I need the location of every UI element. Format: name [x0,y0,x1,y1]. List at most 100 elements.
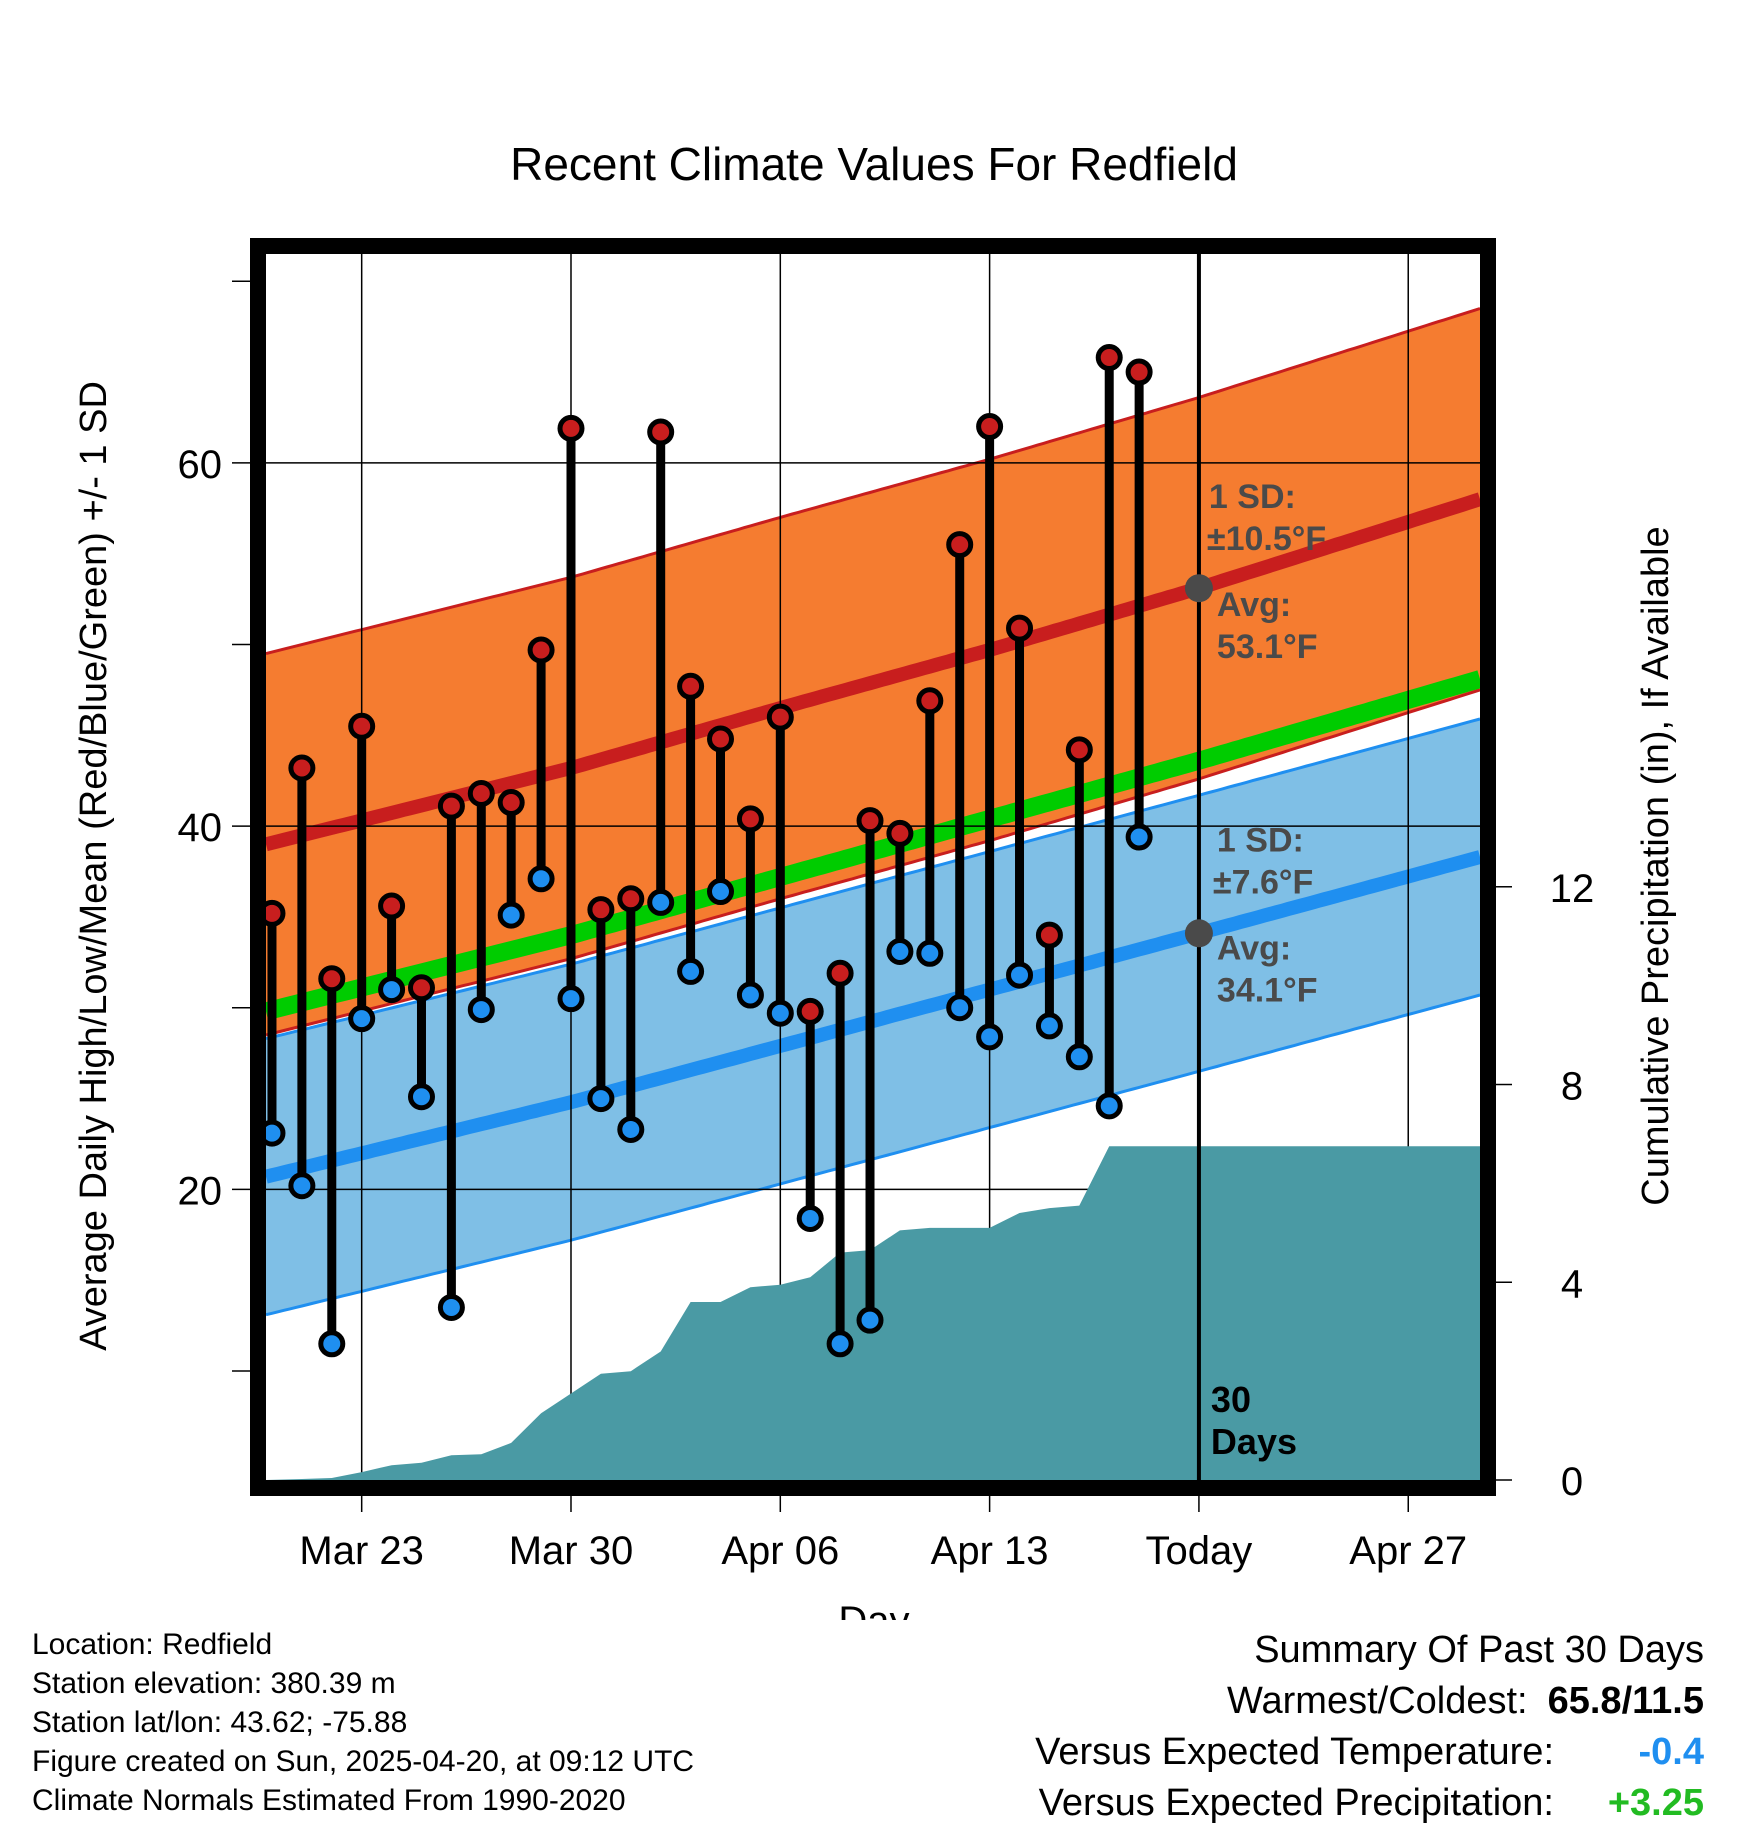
daily-low-point [587,1085,615,1113]
high-sd-upper-line [265,307,1481,656]
daily-observation [766,703,794,1027]
daily-observation [348,712,376,1033]
daily-observations [258,344,1153,1358]
daily-observation [1006,614,1034,989]
axes: 20 40 60 0 4 8 12 Mar 23 Mar 30 Apr 06 Apr 13 Today… [178,238,1594,1573]
summary-warm-cold-row: Warmest/Coldest: 65.8/11.5 [1035,1676,1704,1727]
daily-low-point [1065,1043,1093,1071]
daily-observation [647,418,675,916]
daily-high-point [916,687,944,715]
daily-observation [736,805,764,1009]
daily-low-point [916,939,944,967]
daily-low-point [557,985,585,1013]
summary-panel: Summary Of Past 30 Days Warmest/Coldest:… [1035,1625,1704,1829]
daily-high-point [348,712,376,740]
daily-low-point [1035,1012,1063,1040]
daily-high-point [736,805,764,833]
daily-high-point [467,779,495,807]
daily-high-point [1035,921,1063,949]
daily-observation [617,885,645,1143]
daily-low-point [467,996,495,1024]
daily-observation [407,974,435,1111]
climate-chart: Recent Climate Values For Redfield 1 SD:… [73,138,1677,1620]
x-axis-label: Day [838,1599,909,1620]
daily-observation [527,636,555,893]
daily-high-point [1095,344,1123,372]
station-info: Location: Redfield Station elevation: 38… [32,1625,694,1820]
daily-high-point [766,703,794,731]
summary-temp-row: Versus Expected Temperature: -0.4 [1035,1727,1704,1778]
info-elevation: Station elevation: 380.39 m [32,1667,396,1700]
daily-low-point [617,1115,645,1143]
daily-observation [437,792,465,1321]
annotations: 1 SD: ±10.5°F Avg: 53.1°F 1 SD: ±7.6°F Avg: 34.… [1184,478,1326,1462]
daily-observation [1125,358,1153,851]
daily-high-point [557,414,585,442]
daily-high-point [1065,736,1093,764]
summary-temp-value: -0.4 [1638,1731,1704,1773]
daily-low-point [1095,1092,1123,1120]
daily-observation [826,959,854,1358]
daily-low-point [766,999,794,1027]
daily-low-point [736,981,764,1009]
high-avg-label: Avg: [1217,586,1291,624]
daily-high-point [647,418,675,446]
daily-low-point [378,976,406,1004]
daily-low-point [976,1023,1004,1051]
high-avg-value: 53.1°F [1217,628,1318,666]
daily-observation [886,819,914,965]
daily-observation [976,413,1004,1051]
high-sd-label: 1 SD: [1209,478,1296,516]
daily-high-point [707,725,735,753]
info-created: Figure created on Sun, 2025-04-20, at 09… [32,1745,695,1778]
daily-high-point [378,892,406,920]
daily-high-point [1006,614,1034,642]
summary-temp-label: Versus Expected Temperature: [1035,1731,1554,1773]
y-right-tick-label: 4 [1561,1262,1583,1306]
daily-high-point [288,754,316,782]
y-right-tick-label: 8 [1561,1065,1583,1109]
daily-low-point [1006,961,1034,989]
x-tick-label: Mar 30 [509,1529,634,1573]
low-avg-marker [1184,919,1213,948]
daily-high-point [318,965,346,993]
daily-high-point [976,413,1004,441]
y-right-tick-label: 0 [1561,1460,1583,1504]
daily-low-point [707,878,735,906]
daily-low-point [527,865,555,893]
daily-high-point [796,997,824,1025]
daily-low-point [497,901,525,929]
daily-high-point [677,672,705,700]
daily-high-point [1125,358,1153,386]
summary-precip-row: Versus Expected Precipitation: +3.25 [1035,1778,1704,1829]
summary-precip-value: +3.25 [1607,1782,1704,1824]
chart-title: Recent Climate Values For Redfield [510,138,1238,190]
daily-low-point [318,1330,346,1358]
daily-observation [707,725,735,906]
info-latlon: Station lat/lon: 43.62; -75.88 [32,1706,408,1739]
summary-title: Summary Of Past 30 Days [1254,1629,1704,1671]
low-avg-value: 34.1°F [1217,971,1318,1009]
x-tick-label: Apr 13 [931,1529,1049,1573]
daily-observation [1095,344,1123,1120]
daily-observation [946,531,974,1022]
low-sd-label: 1 SD: [1217,821,1304,859]
daily-observation [916,687,944,967]
daily-low-point [796,1204,824,1232]
x-tick-label: Mar 23 [299,1529,424,1573]
daily-low-point [407,1083,435,1111]
low-avg-label: Avg: [1217,929,1291,967]
y-axis-right-label: Cumulative Precipitation (in), If Availa… [1635,526,1677,1205]
window-label-number: 30 [1211,1379,1251,1420]
x-tick-label: Apr 06 [721,1529,839,1573]
y-left-tick-label: 60 [178,443,223,487]
daily-high-point [497,789,525,817]
daily-observation [1065,736,1093,1071]
info-location: Location: Redfield [32,1628,273,1661]
daily-high-point [437,792,465,820]
daily-high-point [587,896,615,924]
low-sd-value: ±7.6°F [1213,863,1313,901]
daily-high-point [856,807,884,835]
x-tick-label: Today [1146,1529,1253,1573]
plot-frame [250,238,1496,1496]
